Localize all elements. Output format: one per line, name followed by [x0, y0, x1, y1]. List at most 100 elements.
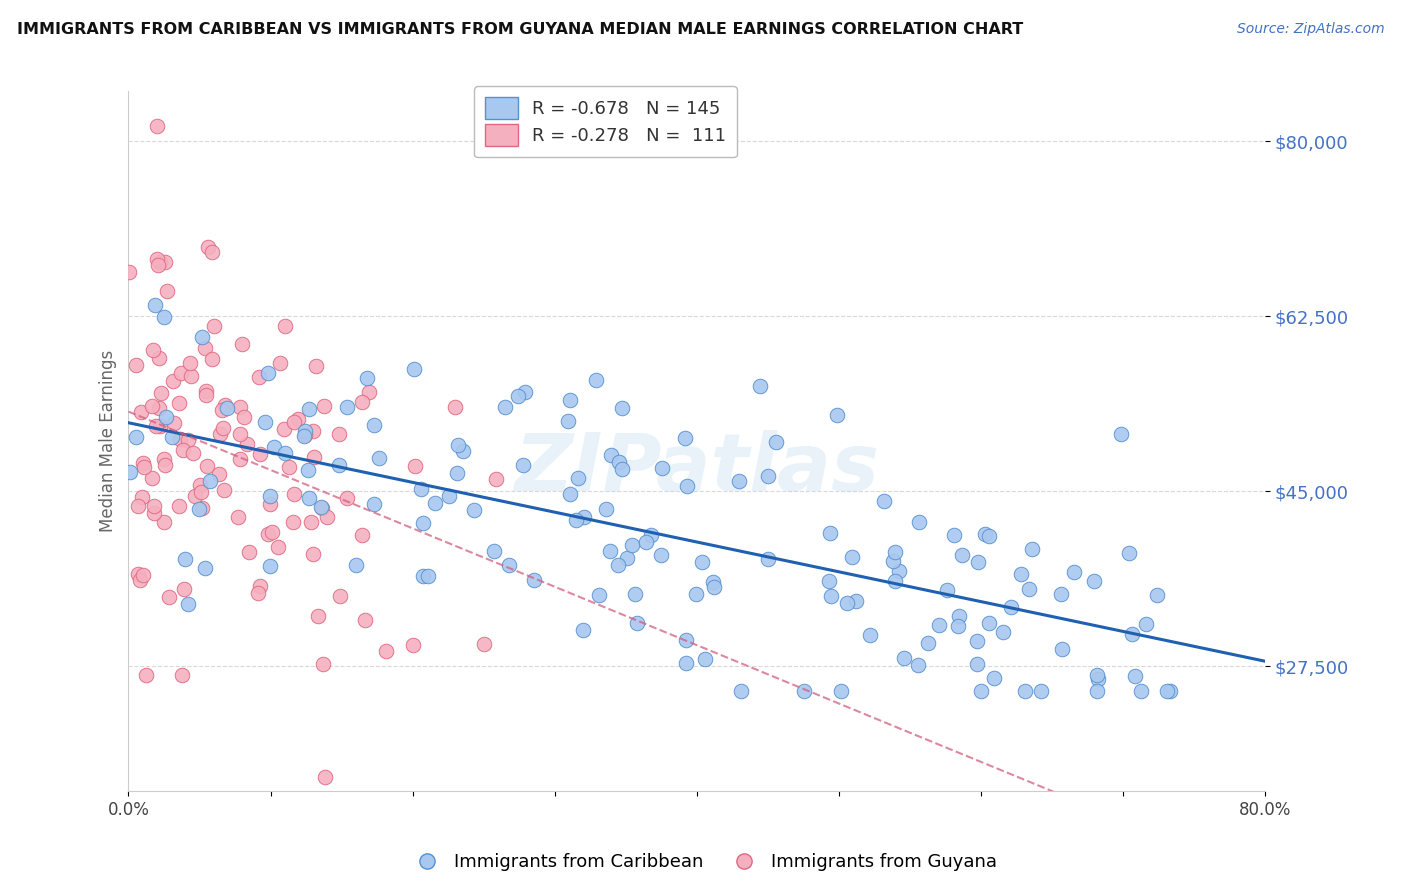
- Point: [183, 445, 205, 459]
- Point: [882, 554, 904, 568]
- Point: [153, 310, 176, 324]
- Point: [498, 558, 520, 573]
- Point: [153, 515, 176, 529]
- Point: [889, 565, 911, 579]
- Point: [297, 463, 319, 477]
- Point: [690, 555, 713, 569]
- Point: [1052, 642, 1074, 657]
- Point: [141, 400, 163, 414]
- Point: [311, 501, 333, 516]
- Point: [673, 432, 696, 446]
- Point: [336, 491, 359, 506]
- Point: [368, 450, 391, 465]
- Point: [634, 534, 657, 549]
- Point: [143, 298, 166, 312]
- Point: [233, 409, 256, 424]
- Point: [153, 255, 176, 269]
- Point: [472, 637, 495, 651]
- Legend: R = -0.678   N = 145, R = -0.278   N =  111: R = -0.678 N = 145, R = -0.278 N = 111: [474, 87, 737, 157]
- Point: [727, 474, 749, 488]
- Point: [943, 528, 966, 542]
- Point: [160, 430, 183, 444]
- Point: [883, 544, 905, 558]
- Point: [560, 487, 582, 501]
- Point: [1010, 567, 1032, 582]
- Point: [650, 548, 672, 562]
- Point: [907, 516, 929, 530]
- Point: [610, 461, 633, 475]
- Point: [412, 516, 434, 530]
- Point: [973, 526, 995, 541]
- Point: [830, 684, 852, 698]
- Point: [208, 427, 231, 442]
- Point: [363, 417, 385, 432]
- Point: [676, 479, 699, 493]
- Point: [966, 634, 988, 648]
- Point: [145, 120, 167, 134]
- Point: [702, 574, 724, 589]
- Point: [730, 684, 752, 698]
- Point: [214, 399, 236, 413]
- Point: [404, 361, 426, 376]
- Point: [344, 558, 367, 572]
- Point: [292, 429, 315, 443]
- Point: [404, 459, 426, 474]
- Point: [149, 418, 172, 433]
- Point: [616, 551, 638, 566]
- Point: [845, 594, 868, 608]
- Point: [748, 378, 770, 392]
- Point: [917, 636, 939, 650]
- Point: [1118, 546, 1140, 560]
- Point: [817, 574, 839, 588]
- Point: [249, 447, 271, 461]
- Point: [131, 490, 153, 504]
- Point: [163, 416, 186, 430]
- Point: [907, 657, 929, 672]
- Point: [560, 393, 582, 408]
- Point: [169, 366, 191, 380]
- Point: [249, 370, 271, 384]
- Point: [1021, 542, 1043, 557]
- Point: [202, 319, 225, 334]
- Point: [145, 418, 167, 433]
- Point: [287, 412, 309, 426]
- Point: [127, 566, 149, 581]
- Point: [190, 485, 212, 500]
- Point: [1083, 574, 1105, 589]
- Point: [302, 424, 325, 438]
- Point: [703, 580, 725, 594]
- Point: [484, 544, 506, 558]
- Point: [675, 656, 697, 670]
- Point: [238, 545, 260, 559]
- Point: [194, 560, 217, 574]
- Point: [873, 493, 896, 508]
- Point: [624, 587, 647, 601]
- Point: [179, 356, 201, 370]
- Point: [259, 558, 281, 573]
- Point: [162, 374, 184, 388]
- Point: [437, 489, 460, 503]
- Point: [169, 432, 191, 446]
- Point: [146, 252, 169, 266]
- Point: [150, 386, 173, 401]
- Point: [463, 503, 485, 517]
- Point: [946, 619, 969, 633]
- Point: [125, 430, 148, 444]
- Point: [820, 525, 842, 540]
- Point: [283, 487, 305, 501]
- Text: ZIPatlas: ZIPatlas: [515, 430, 879, 508]
- Point: [157, 590, 180, 604]
- Point: [302, 547, 325, 561]
- Point: [142, 506, 165, 520]
- Point: [152, 452, 174, 467]
- Point: [156, 285, 179, 299]
- Point: [211, 421, 233, 435]
- Point: [1156, 684, 1178, 698]
- Point: [1146, 588, 1168, 602]
- Point: [315, 510, 337, 524]
- Point: [977, 616, 1000, 631]
- Point: [298, 402, 321, 417]
- Point: [983, 671, 1005, 685]
- Point: [1129, 684, 1152, 698]
- Point: [208, 467, 231, 481]
